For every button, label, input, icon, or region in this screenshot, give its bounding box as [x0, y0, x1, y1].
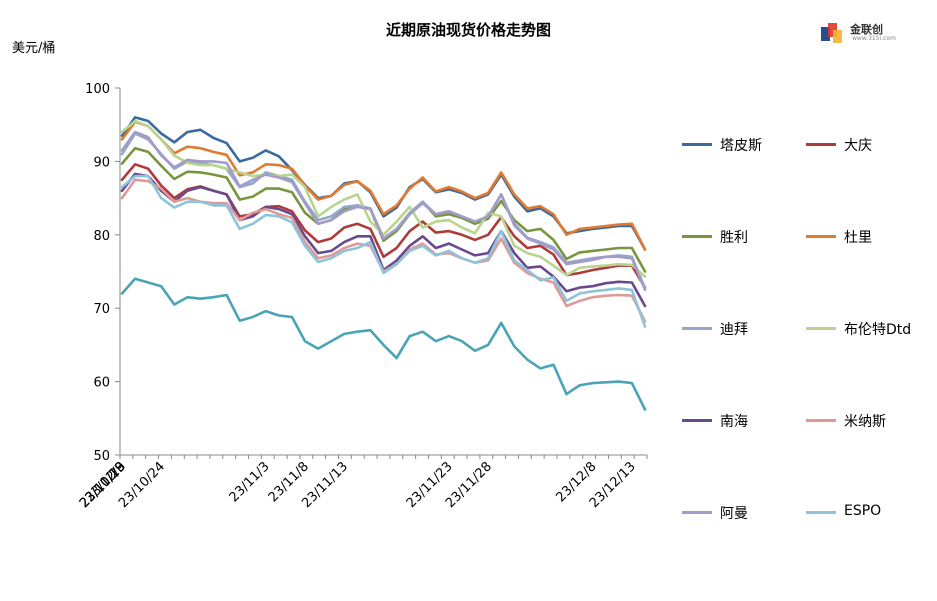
series-line [120, 174, 647, 328]
y-tick-label: 60 [93, 376, 110, 391]
legend-label: 布伦特Dtd [844, 322, 912, 338]
brand-logo: 金联创 www.315i.com [819, 18, 899, 48]
unit-label: 美元/桶 [12, 41, 56, 56]
legend-swatch [806, 511, 836, 514]
y-tick-label: 50 [93, 449, 110, 464]
y-tick-label: 90 [93, 155, 110, 170]
series-line [120, 146, 647, 273]
series-line [120, 119, 647, 278]
legend-label: 塔皮斯 [720, 138, 762, 154]
legend-label: 迪拜 [720, 322, 748, 338]
x-tick-label: 23/11/3 [227, 459, 273, 505]
legend-label: 南海 [720, 414, 748, 430]
legend-swatch [806, 143, 836, 146]
y-tick-labels: 50 60 70 80 90 100 [85, 82, 120, 464]
chart-axes [119, 88, 647, 456]
legend-swatch [806, 419, 836, 422]
legend-swatch [682, 511, 712, 514]
y-tick-label: 70 [93, 302, 110, 317]
y-tick-label: 80 [93, 229, 110, 244]
chart-title: 近期原油现货价格走势图 [385, 21, 551, 39]
legend-label: 胜利 [720, 230, 748, 246]
legend-label: 大庆 [844, 138, 872, 154]
legend-swatch [806, 235, 836, 238]
legend-swatch [682, 327, 712, 330]
legend-label: 阿曼 [720, 506, 748, 522]
legend-label: 米纳斯 [844, 414, 886, 430]
series-line [120, 116, 647, 251]
legend-swatch [682, 235, 712, 238]
logo-subtext: www.315i.com [852, 35, 896, 42]
y-tick-label: 100 [85, 82, 110, 97]
series-line [120, 130, 647, 292]
legend-label: 杜里 [844, 230, 872, 246]
logo-mark-icon [821, 23, 842, 43]
series-layer [120, 116, 647, 411]
logo-text: 金联创 [850, 23, 883, 36]
legend-label: ESPO [844, 503, 882, 519]
legend-swatch [682, 143, 712, 146]
series-line [120, 120, 647, 251]
legend-swatch [806, 327, 836, 330]
series-line [120, 277, 647, 411]
legend-swatch [682, 419, 712, 422]
